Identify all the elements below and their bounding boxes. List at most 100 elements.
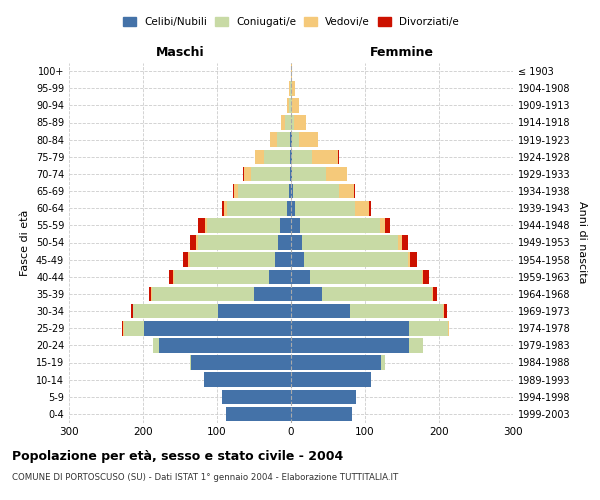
Bar (154, 338, 159, 352)
Bar (287, 98, 289, 112)
Bar (385, 218, 390, 232)
Bar (190, 235, 196, 250)
Bar (291, 81, 292, 96)
Bar (289, 81, 290, 96)
Bar (203, 372, 291, 387)
Bar (291, 270, 310, 284)
Bar (196, 235, 198, 250)
Bar (205, 218, 208, 232)
Bar (256, 150, 265, 164)
Bar (380, 218, 385, 232)
Bar (199, 218, 205, 232)
Bar (244, 166, 251, 181)
Bar (277, 132, 290, 147)
Bar (291, 132, 292, 147)
Bar (409, 338, 423, 352)
Bar (293, 184, 339, 198)
Bar (295, 201, 355, 216)
Bar (149, 286, 151, 301)
Bar (290, 132, 291, 147)
Bar (292, 166, 326, 181)
Bar (289, 98, 291, 112)
Bar (133, 304, 218, 318)
Bar (355, 201, 368, 216)
Bar (422, 270, 424, 284)
Bar (322, 286, 431, 301)
Bar (183, 252, 188, 267)
Bar (291, 184, 293, 198)
Text: Popolazione per età, sesso e stato civile - 2004: Popolazione per età, sesso e stato civil… (12, 450, 343, 463)
Bar (290, 150, 291, 164)
Bar (227, 201, 287, 216)
Bar (208, 218, 280, 232)
Bar (292, 150, 312, 164)
Bar (190, 355, 191, 370)
Bar (174, 270, 269, 284)
Text: COMUNE DI PORTOSCUSO (SU) - Dati ISTAT 1° gennaio 2004 - Elaborazione TUTTITALIA: COMUNE DI PORTOSCUSO (SU) - Dati ISTAT 1… (12, 472, 398, 482)
Bar (410, 252, 417, 267)
Bar (448, 321, 449, 336)
Bar (291, 201, 295, 216)
Bar (381, 355, 385, 370)
Bar (338, 150, 339, 164)
Bar (291, 355, 381, 370)
Bar (292, 98, 299, 112)
Bar (238, 184, 289, 198)
Bar (145, 321, 291, 336)
Bar (294, 115, 306, 130)
Bar (290, 81, 291, 96)
Bar (131, 304, 133, 318)
Bar (408, 252, 410, 267)
Legend: Celibi/Nubili, Coniugati/e, Vedovi/e, Divorziati/e: Celibi/Nubili, Coniugati/e, Vedovi/e, Di… (123, 18, 459, 28)
Bar (292, 81, 295, 96)
Bar (159, 338, 291, 352)
Bar (302, 235, 398, 250)
Bar (254, 286, 291, 301)
Text: Femmine: Femmine (370, 46, 434, 59)
Bar (169, 270, 173, 284)
Bar (443, 304, 444, 318)
Bar (123, 321, 124, 336)
Bar (281, 115, 285, 130)
Bar (291, 235, 302, 250)
Bar (243, 166, 244, 181)
Bar (326, 166, 347, 181)
Bar (224, 201, 227, 216)
Y-axis label: Fasce di età: Fasce di età (20, 210, 30, 276)
Bar (350, 304, 443, 318)
Bar (122, 321, 123, 336)
Bar (285, 115, 291, 130)
Bar (218, 304, 291, 318)
Bar (292, 132, 299, 147)
Bar (255, 150, 256, 164)
Bar (291, 321, 409, 336)
Bar (222, 390, 291, 404)
Bar (191, 355, 291, 370)
Bar (289, 184, 291, 198)
Bar (291, 372, 371, 387)
Bar (444, 304, 447, 318)
Bar (291, 390, 356, 404)
Bar (287, 201, 291, 216)
Bar (300, 218, 380, 232)
Bar (291, 286, 322, 301)
Y-axis label: Anni di nascita: Anni di nascita (577, 201, 587, 284)
Bar (190, 252, 275, 267)
Bar (152, 286, 254, 301)
Bar (278, 235, 291, 250)
Bar (354, 184, 355, 198)
Bar (291, 338, 409, 352)
Bar (291, 406, 352, 421)
Bar (291, 218, 300, 232)
Bar (291, 98, 292, 112)
Bar (409, 321, 448, 336)
Bar (291, 150, 292, 164)
Bar (291, 166, 292, 181)
Bar (188, 252, 190, 267)
Bar (222, 201, 224, 216)
Bar (280, 218, 291, 232)
Bar (275, 252, 291, 267)
Bar (151, 286, 152, 301)
Bar (233, 184, 234, 198)
Bar (402, 235, 408, 250)
